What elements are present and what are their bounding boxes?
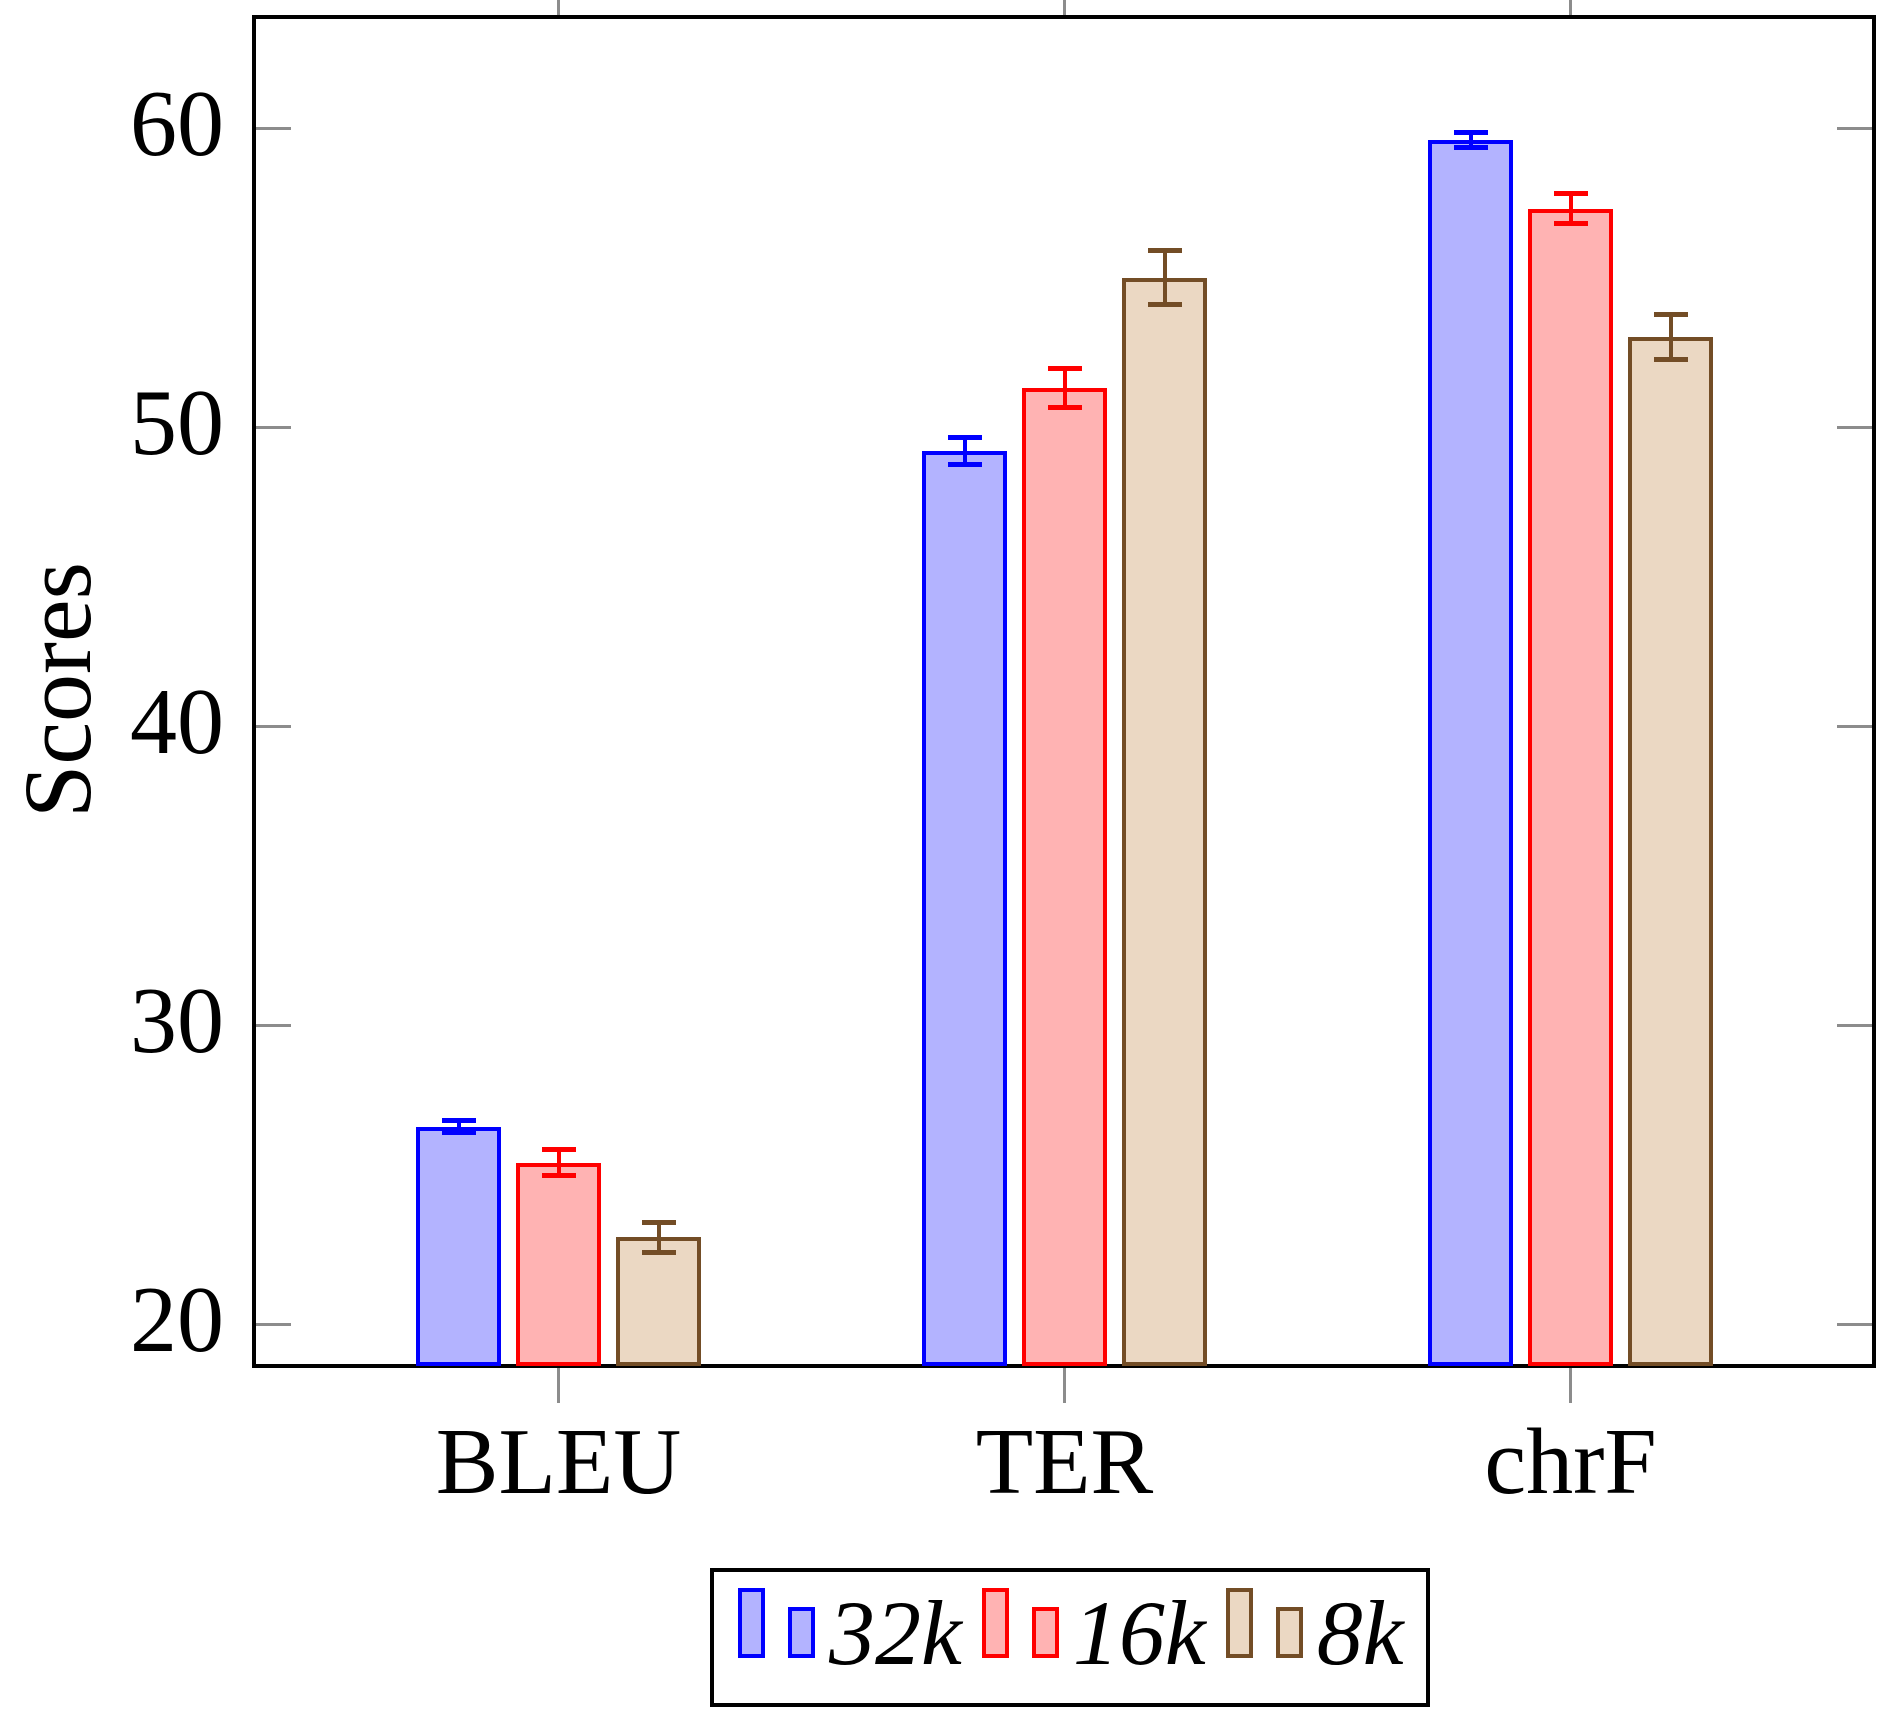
error-cap-bottom-BLEU-16k — [541, 1173, 576, 1179]
error-cap-bottom-chrF-16k — [1553, 221, 1588, 227]
error-cap-top-TER-16k — [1047, 366, 1082, 372]
y-tick-right-20 — [1837, 1322, 1872, 1326]
y-tick-right-40 — [1837, 724, 1872, 728]
y-tick-label-40: 40 — [130, 670, 224, 774]
y-tick-left-50 — [256, 425, 291, 429]
legend-label-32k: 32k — [829, 1582, 962, 1684]
y-tick-left-20 — [256, 1322, 291, 1326]
error-cap-top-chrF-8k — [1653, 312, 1688, 318]
x-tick-top-BLEU — [557, 0, 560, 15]
y-tick-left-30 — [256, 1023, 291, 1027]
y-tick-left-40 — [256, 724, 291, 728]
y-tick-label-50: 50 — [130, 371, 224, 475]
y-tick-label-30: 30 — [130, 969, 224, 1073]
x-tick-top-chrF — [1569, 0, 1572, 15]
bar-chrF-8k — [1628, 337, 1713, 1366]
y-tick-label-60: 60 — [130, 72, 224, 176]
legend: 32k 16k 8k — [710, 1568, 1430, 1707]
error-bar-BLEU-8k — [656, 1222, 661, 1253]
error-bar-chrF-16k — [1568, 193, 1573, 224]
category-label-TER: TER — [975, 1410, 1154, 1514]
category-label-BLEU: BLEU — [435, 1410, 682, 1514]
error-cap-bottom-BLEU-8k — [641, 1249, 676, 1255]
category-label-chrF: chrF — [1484, 1410, 1657, 1514]
error-bar-BLEU-32k — [456, 1120, 461, 1133]
error-cap-bottom-BLEU-32k — [441, 1130, 476, 1136]
y-tick-left-60 — [256, 126, 291, 130]
error-cap-top-BLEU-32k — [441, 1118, 476, 1124]
x-tick-bottom-chrF — [1569, 1368, 1572, 1403]
legend-swatch-tall-32k — [738, 1588, 765, 1658]
bar-chrF-16k — [1528, 208, 1613, 1366]
error-bar-chrF-8k — [1668, 314, 1673, 360]
y-tick-right-30 — [1837, 1023, 1872, 1027]
error-cap-bottom-chrF-32k — [1453, 144, 1488, 150]
error-bar-chrF-32k — [1468, 132, 1473, 148]
legend-label-8k: 8k — [1316, 1582, 1404, 1684]
legend-label-16k: 16k — [1072, 1582, 1206, 1684]
legend-swatch-tall-16k — [981, 1588, 1009, 1658]
error-cap-bottom-TER-32k — [947, 461, 982, 467]
bar-TER-32k — [922, 450, 1007, 1366]
x-tick-bottom-TER — [1063, 1368, 1066, 1403]
bar-chrF-32k — [1428, 139, 1513, 1366]
bar-TER-8k — [1122, 277, 1207, 1366]
y-tick-right-60 — [1837, 126, 1872, 130]
x-tick-top-TER — [1063, 0, 1066, 15]
bar-BLEU-32k — [416, 1126, 501, 1366]
error-cap-top-BLEU-8k — [641, 1219, 676, 1225]
bar-BLEU-8k — [616, 1237, 701, 1366]
legend-swatch-short-16k — [1031, 1607, 1059, 1658]
error-cap-top-TER-8k — [1147, 248, 1182, 254]
error-bar-TER-32k — [962, 437, 967, 465]
bar-TER-16k — [1022, 388, 1107, 1366]
error-cap-bottom-TER-16k — [1047, 405, 1082, 411]
error-bar-TER-8k — [1162, 250, 1167, 305]
legend-swatch-short-32k — [788, 1607, 815, 1658]
y-tick-right-50 — [1837, 425, 1872, 429]
error-cap-top-chrF-32k — [1453, 129, 1488, 135]
error-cap-top-TER-32k — [947, 434, 982, 440]
error-cap-bottom-TER-8k — [1147, 301, 1182, 307]
x-tick-bottom-BLEU — [557, 1368, 560, 1403]
error-cap-bottom-chrF-8k — [1653, 357, 1688, 363]
y-tick-label-20: 20 — [130, 1268, 224, 1372]
error-bar-TER-16k — [1062, 368, 1067, 408]
plot-area — [252, 15, 1876, 1368]
error-bar-BLEU-16k — [556, 1149, 561, 1176]
error-cap-top-BLEU-16k — [541, 1146, 576, 1152]
legend-swatch-short-8k — [1275, 1607, 1303, 1658]
legend-swatch-tall-8k — [1225, 1588, 1253, 1658]
bar-BLEU-16k — [516, 1162, 601, 1366]
error-cap-top-chrF-16k — [1553, 191, 1588, 197]
